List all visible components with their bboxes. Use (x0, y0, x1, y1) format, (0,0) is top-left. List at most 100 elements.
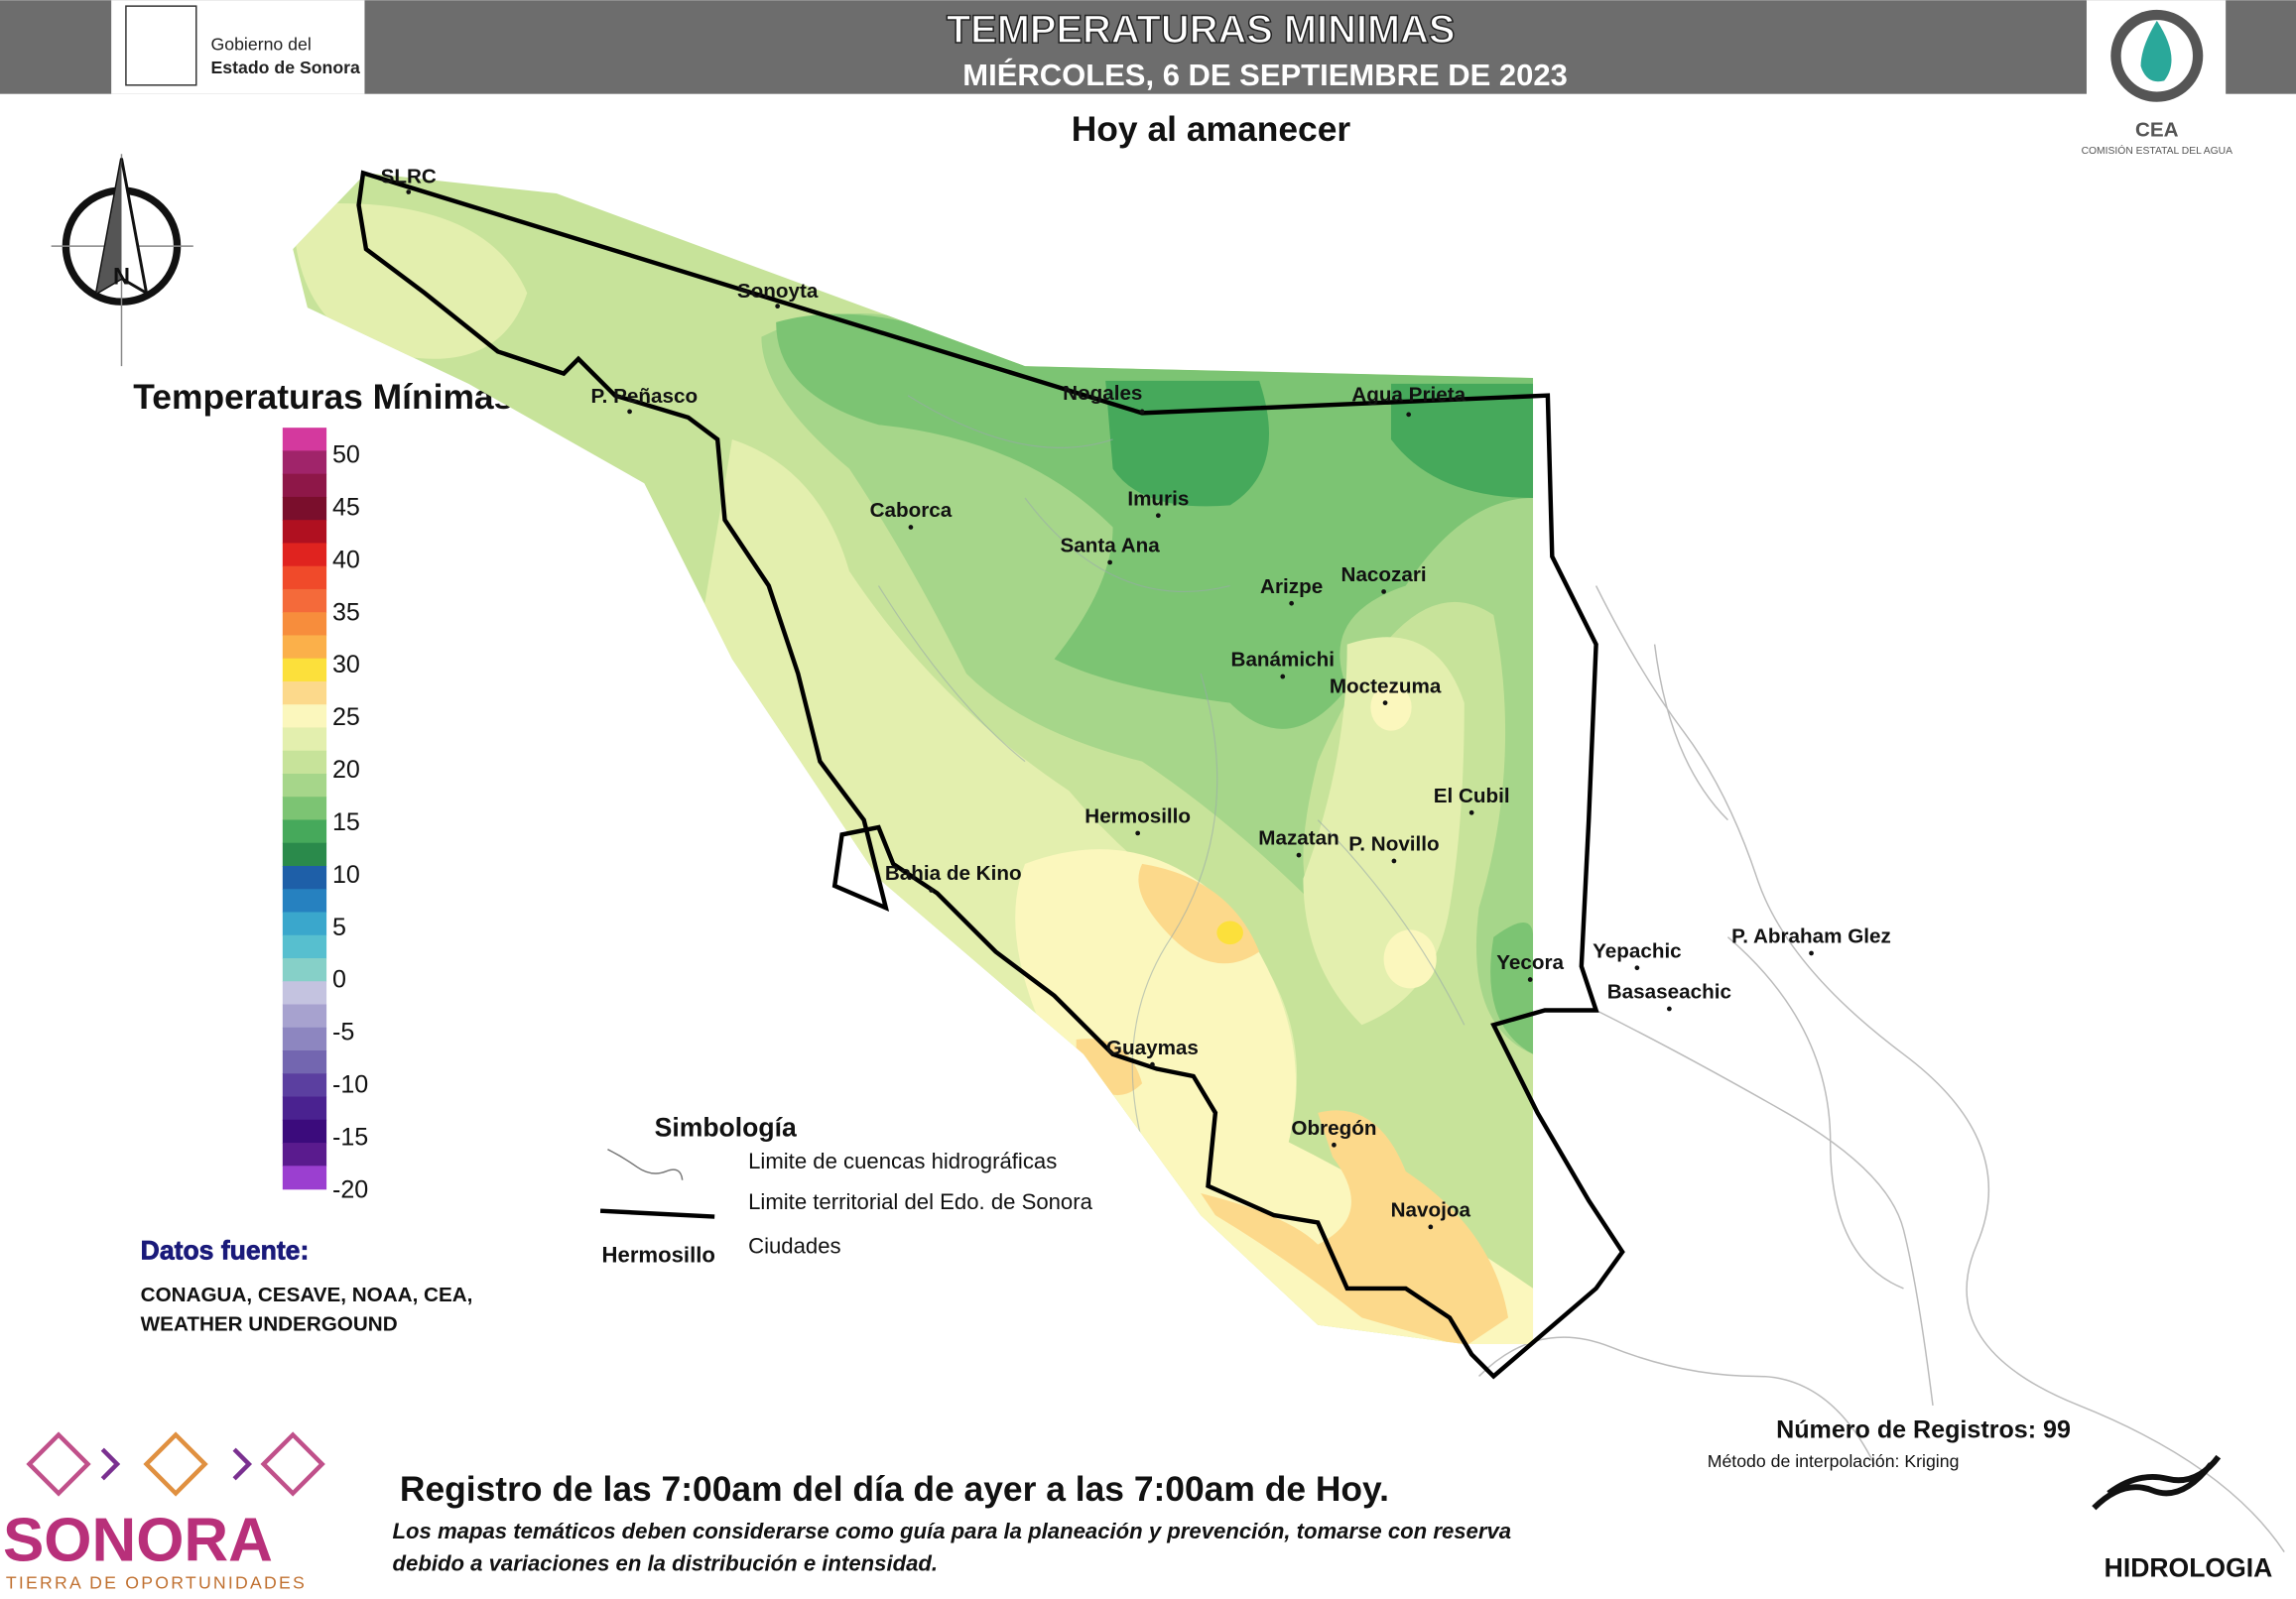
color-swatch (282, 981, 327, 1006)
legend-tick-label: 0 (332, 966, 346, 994)
header-bar (0, 0, 2296, 94)
color-swatch (282, 842, 327, 867)
legend-tick-label: -10 (332, 1071, 368, 1099)
color-swatch (282, 1166, 327, 1190)
method: Método de interpolación: Kriging (1708, 1451, 1960, 1471)
color-swatch (282, 1073, 327, 1098)
symbology-title: Simbología (655, 1112, 797, 1142)
city-label: Banámichi (1231, 649, 1335, 672)
city-label: Agua Prieta (1351, 384, 1466, 407)
symbology-item: Ciudades (748, 1233, 840, 1258)
color-swatch (282, 612, 327, 637)
city-label: P. Abraham Glez (1731, 925, 1891, 948)
color-swatch (282, 520, 327, 545)
city-dot (908, 525, 914, 530)
cea-ring (2110, 9, 2204, 102)
basin-symbol (607, 1149, 684, 1180)
legend-tick-label: -20 (332, 1175, 368, 1203)
brand-name: SONORA (3, 1506, 273, 1574)
city-dot (1135, 830, 1141, 836)
color-swatch (282, 750, 327, 775)
color-swatch (282, 635, 327, 660)
legend-tick-label: 30 (332, 651, 360, 678)
cea-drop (2140, 20, 2172, 82)
date: MIÉRCOLES, 6 DE SEPTIEMBRE DE 2023 (962, 58, 1568, 92)
city-dot (1332, 1142, 1337, 1148)
city-label: Arizpe (1260, 575, 1323, 598)
color-swatch (282, 1119, 327, 1144)
cea-acronym: CEA (2135, 118, 2179, 141)
footer-period: Registro de las 7:00am del día de ayer a… (400, 1469, 1389, 1509)
city-dot (1428, 1224, 1434, 1230)
legend-tick-label: 40 (332, 546, 360, 573)
city-dot (1667, 1006, 1672, 1012)
sources-line: CONAGUA, CESAVE, NOAA, CEA, (141, 1284, 473, 1306)
city-dot (1406, 412, 1412, 418)
city-dot (775, 304, 780, 309)
city-dot (1381, 589, 1386, 594)
color-swatch (282, 1050, 327, 1075)
basins (1478, 585, 2285, 1552)
color-swatch (282, 934, 327, 959)
city-label: Basaseachic (1607, 981, 1731, 1004)
gov-logo-box (111, 0, 365, 94)
cea-name: COMISIÓN ESTATAL DEL AGUA (2082, 144, 2233, 157)
city-dot (1107, 559, 1112, 565)
city-dot (1280, 674, 1286, 679)
title: TEMPERATURAS MINIMAS (947, 8, 1456, 52)
city-label: P. Novillo (1348, 833, 1439, 856)
legend-tick-label: 5 (332, 914, 346, 941)
brand-tagline: TIERRA DE OPORTUNIDADES (6, 1572, 307, 1592)
symbology-city-example: Hermosillo (602, 1242, 715, 1267)
city-label: Navojoa (1391, 1199, 1471, 1222)
symbology-item: Limite de cuencas hidrográficas (748, 1149, 1057, 1173)
color-swatch (282, 588, 327, 613)
color-swatch (282, 889, 327, 914)
color-swatch (282, 450, 327, 475)
city-dot (406, 189, 412, 194)
color-swatch (282, 819, 327, 844)
color-swatch (282, 1143, 327, 1168)
color-swatch (282, 958, 327, 983)
state-border (356, 170, 1625, 1380)
color-swatch (282, 428, 327, 452)
city-dot (1150, 1061, 1155, 1067)
hidrologia-logo (2092, 1454, 2222, 1511)
border-symbol (599, 1208, 715, 1219)
color-swatch (282, 727, 327, 752)
city-label: Guaymas (1106, 1037, 1199, 1059)
city-label: Santa Ana (1061, 535, 1161, 557)
color-swatch (282, 704, 327, 729)
color-swatch (282, 473, 327, 498)
color-swatch (282, 496, 327, 521)
color-swatch (282, 865, 327, 890)
city-label: Moctezuma (1330, 675, 1442, 697)
city-label: P. Peñasco (591, 385, 699, 408)
city-dot (627, 409, 632, 415)
color-swatch (282, 912, 327, 936)
gov-name: Estado de Sonora (211, 58, 361, 77)
legend-tick-label: 50 (332, 441, 360, 469)
city-label: Mazatan (1258, 827, 1339, 850)
records: Número de Registros: 99 (1776, 1415, 2071, 1443)
color-swatch (282, 773, 327, 798)
color-swatch (282, 658, 327, 682)
city-dot (1155, 513, 1161, 519)
color-swatch (282, 543, 327, 567)
city-dot (1289, 600, 1294, 606)
city-dot (1468, 809, 1474, 815)
legend-tick-label: 35 (332, 598, 360, 626)
gov-shield (125, 5, 197, 86)
city-dot (1296, 852, 1302, 858)
compass-north: N (113, 265, 130, 291)
legend-tick-label: -15 (332, 1123, 368, 1151)
footer-note: Los mapas temáticos deben considerarse c… (393, 1519, 1512, 1543)
legend-tick-label: 10 (332, 861, 360, 889)
city-label: Yepachic (1593, 939, 1682, 962)
legend-tick-label: 25 (332, 703, 360, 731)
symbology-item: Limite territorial del Edo. de Sonora (748, 1189, 1093, 1214)
color-swatch (282, 1096, 327, 1121)
